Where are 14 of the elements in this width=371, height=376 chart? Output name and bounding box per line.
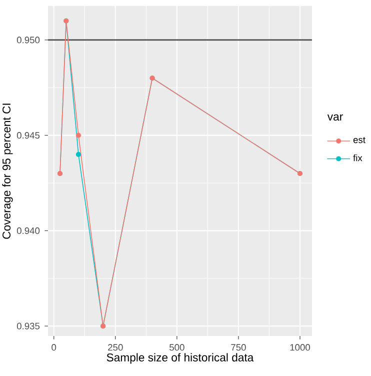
y-axis-title: Coverage for 95 percent CI xyxy=(2,104,13,239)
legend-label: fix xyxy=(353,154,362,162)
y-tick-label: 0.940 xyxy=(16,227,40,234)
x-axis-title: Sample size of historical data xyxy=(106,353,254,364)
x-tick-label: 1000 xyxy=(290,344,310,351)
legend-label: est xyxy=(353,137,366,144)
x-tick-label: 0 xyxy=(52,344,56,351)
x-tick-label: 500 xyxy=(170,344,184,351)
y-tick-label: 0.945 xyxy=(16,132,40,139)
legend-title: var xyxy=(327,114,343,121)
y-tick-label: 0.950 xyxy=(16,36,40,44)
y-tick-label: 0.935 xyxy=(16,322,40,330)
x-tick-label: 750 xyxy=(231,344,246,351)
x-tick-label: 250 xyxy=(108,344,123,351)
